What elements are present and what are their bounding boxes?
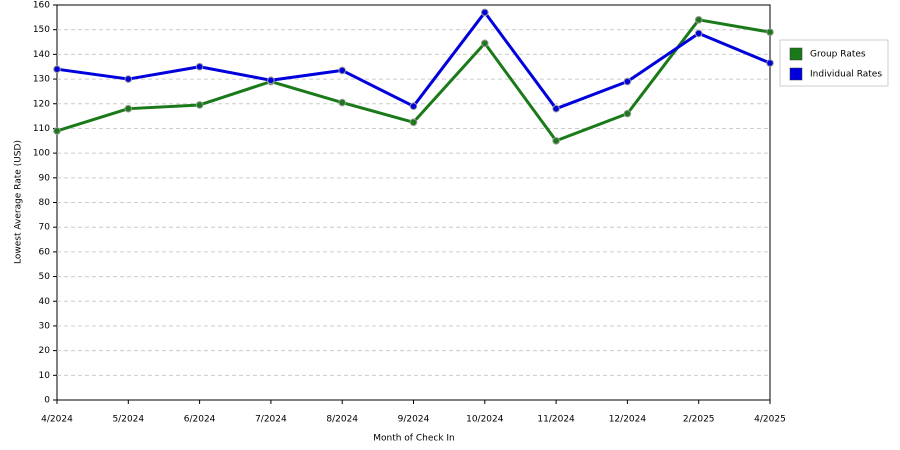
data-point (338, 98, 347, 107)
data-point (53, 65, 61, 73)
y-tick-label: 40 (39, 297, 51, 307)
data-point (694, 16, 703, 24)
x-tick-label: 9/2024 (398, 415, 430, 425)
data-point (766, 28, 774, 36)
y-axis-label: Lowest Average Rate (USD) (14, 140, 24, 264)
y-tick-label: 70 (39, 223, 51, 233)
y-tick-label: 60 (39, 247, 51, 257)
data-point (124, 75, 133, 83)
y-tick-label: 100 (33, 149, 50, 159)
x-axis-label: Month of Check In (373, 434, 455, 444)
x-tick-label: 4/2024 (41, 415, 73, 425)
data-point (694, 29, 703, 38)
y-tick-label: 140 (33, 50, 50, 60)
data-point (481, 39, 489, 48)
data-point (623, 109, 632, 118)
x-tick-label: 6/2024 (184, 415, 216, 425)
y-tick-label: 150 (33, 25, 50, 35)
data-point (552, 136, 560, 145)
y-tick-label: 10 (39, 371, 51, 381)
data-point (124, 104, 133, 113)
x-tick-label: 7/2024 (255, 415, 287, 425)
y-tick-label: 90 (39, 173, 51, 183)
data-point (338, 66, 347, 75)
y-tick-label: 0 (44, 396, 50, 406)
x-tick-label: 2/2025 (683, 415, 715, 425)
data-point (195, 62, 204, 71)
data-point (409, 102, 418, 111)
x-tick-label: 8/2024 (326, 415, 358, 425)
legend-swatch (789, 47, 803, 61)
y-tick-label: 50 (39, 272, 51, 282)
data-point (409, 118, 418, 127)
x-tick-label: 5/2024 (112, 415, 144, 425)
x-tick-label: 4/2025 (754, 415, 786, 425)
y-tick-label: 110 (33, 124, 50, 134)
legend-label: Group Rates (810, 50, 866, 60)
data-point (53, 127, 61, 135)
x-tick-label: 11/2024 (537, 415, 575, 425)
data-point (552, 104, 560, 113)
x-tick-label: 12/2024 (609, 415, 647, 425)
y-tick-label: 20 (39, 346, 51, 356)
data-point (195, 101, 204, 109)
data-point (481, 8, 489, 17)
y-tick-label: 160 (33, 1, 50, 11)
y-tick-label: 30 (39, 321, 51, 331)
data-point (623, 77, 632, 86)
y-tick-label: 130 (33, 75, 50, 85)
data-point (267, 76, 275, 85)
y-tick-label: 80 (39, 198, 51, 208)
legend-swatch (789, 67, 803, 81)
y-tick-label: 120 (33, 99, 50, 109)
data-point (766, 59, 774, 67)
legend-label: Individual Rates (810, 70, 882, 80)
x-tick-label: 10/2024 (466, 415, 504, 425)
